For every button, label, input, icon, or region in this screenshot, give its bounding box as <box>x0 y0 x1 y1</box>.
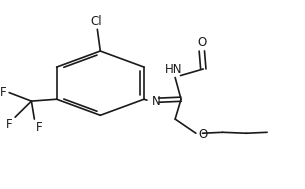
Text: O: O <box>199 128 208 141</box>
Text: Cl: Cl <box>90 15 102 28</box>
Text: F: F <box>5 118 12 131</box>
Text: F: F <box>36 121 42 134</box>
Text: HN: HN <box>165 63 182 76</box>
Text: O: O <box>197 36 206 49</box>
Text: F: F <box>0 86 6 98</box>
Text: N: N <box>152 95 161 108</box>
